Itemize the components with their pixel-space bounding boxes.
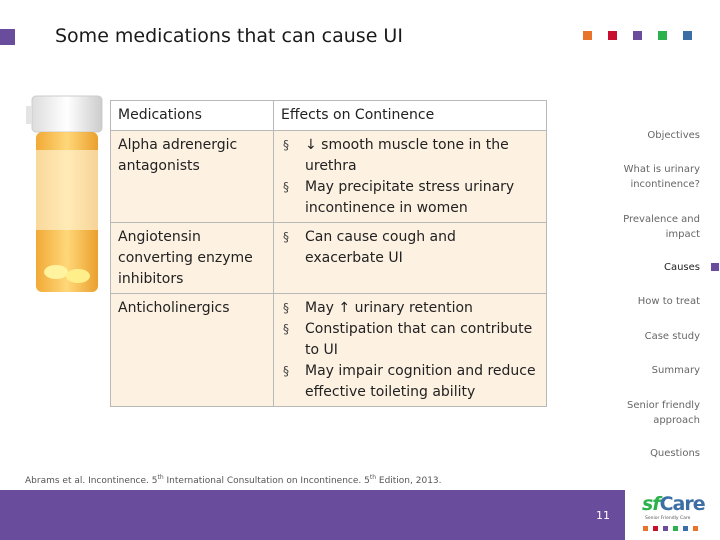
footnote-part: th: [157, 474, 164, 481]
table-row: AnticholinergicsMay ↑ urinary retentionC…: [110, 293, 547, 407]
effect-item: May precipitate stress urinary incontine…: [281, 177, 539, 219]
footnote-part: International Consultation on Incontinen…: [163, 476, 370, 486]
page-number: 11: [596, 509, 610, 522]
effects-list: ↓ smooth muscle tone in the urethraMay p…: [281, 135, 539, 219]
effects-cell: May ↑ urinary retentionConstipation that…: [273, 293, 547, 407]
footnote-part: Edition, 2013.: [376, 476, 442, 486]
nav-item[interactable]: How to treat: [637, 296, 700, 307]
color-squares: [583, 31, 692, 40]
logo: sfCare Senior Friendly Care: [625, 490, 720, 540]
medication-cell: Anticholinergics: [110, 293, 274, 407]
nav-item[interactable]: Objectives: [647, 130, 700, 141]
effect-item: Constipation that can contribute to UI: [281, 319, 539, 361]
effects-cell: ↓ smooth muscle tone in the urethraMay p…: [273, 130, 547, 223]
logo-squares: [643, 526, 698, 531]
logo-tagline: Senior Friendly Care: [645, 516, 691, 521]
table-row: Alpha adrenergic antagonists↓ smooth mus…: [110, 130, 547, 223]
nav-item[interactable]: Causes: [663, 262, 700, 273]
medication-table: Medications Effects on Continence Alpha …: [110, 100, 547, 407]
nav-item[interactable]: Senior friendly approach: [627, 400, 700, 426]
effects-cell: Can cause cough and exacerbate UI: [273, 222, 547, 294]
logo-brand: sf: [642, 493, 661, 515]
logo-brand: Care: [659, 493, 706, 515]
nav-item[interactable]: What is urinary incontinence?: [623, 164, 700, 190]
footer-bar: [0, 490, 720, 540]
slide-title: Some medications that can cause UI: [55, 25, 403, 47]
effect-item: May ↑ urinary retention: [281, 298, 539, 319]
effects-list: Can cause cough and exacerbate UI: [281, 227, 539, 269]
pill-bottle: [26, 95, 103, 292]
effect-item: May impair cognition and reduce effectiv…: [281, 361, 539, 403]
effects-list: May ↑ urinary retentionConstipation that…: [281, 298, 539, 403]
column-header: Medications: [110, 100, 274, 131]
medication-cell: Angiotensin converting enzyme inhibitors: [110, 222, 274, 294]
effect-item: ↓ smooth muscle tone in the urethra: [281, 135, 539, 177]
medication-cell: Alpha adrenergic antagonists: [110, 130, 274, 223]
effect-item: Can cause cough and exacerbate UI: [281, 227, 539, 269]
active-marker: [711, 263, 719, 271]
footnote: Abrams et al. Incontinence. 5th Internat…: [25, 474, 442, 486]
nav-item[interactable]: Summary: [651, 365, 700, 376]
nav-item[interactable]: Prevalence and impact: [623, 214, 700, 240]
column-header: Effects on Continence: [273, 100, 547, 131]
nav-item[interactable]: Questions: [650, 448, 700, 459]
footnote-part: Abrams et al. Incontinence. 5: [25, 476, 158, 486]
table-row: Angiotensin converting enzyme inhibitors…: [110, 222, 547, 294]
footnote-part: th: [369, 474, 377, 481]
accent-square: [0, 29, 15, 45]
nav-item[interactable]: Case study: [644, 331, 700, 342]
